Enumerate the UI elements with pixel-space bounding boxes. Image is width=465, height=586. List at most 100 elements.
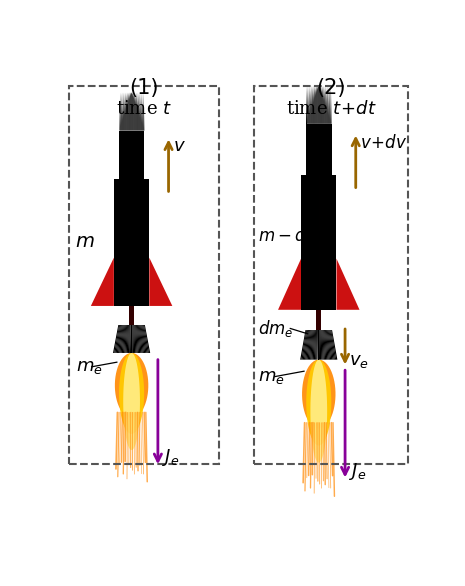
Polygon shape — [122, 93, 123, 131]
Polygon shape — [142, 179, 143, 306]
Polygon shape — [124, 131, 125, 179]
Polygon shape — [322, 124, 323, 175]
Polygon shape — [311, 124, 312, 175]
Polygon shape — [139, 325, 143, 353]
Polygon shape — [148, 179, 149, 306]
Polygon shape — [331, 175, 332, 310]
Polygon shape — [306, 360, 331, 445]
Text: $v_e$: $v_e$ — [349, 352, 369, 370]
Polygon shape — [126, 325, 128, 353]
Polygon shape — [306, 86, 307, 124]
Polygon shape — [315, 330, 317, 360]
Polygon shape — [129, 131, 130, 179]
Polygon shape — [325, 330, 329, 360]
Polygon shape — [307, 124, 308, 175]
Polygon shape — [142, 93, 143, 131]
Polygon shape — [328, 330, 332, 360]
Polygon shape — [132, 131, 133, 179]
Polygon shape — [312, 330, 315, 360]
Polygon shape — [330, 330, 336, 360]
Polygon shape — [307, 86, 308, 124]
Polygon shape — [132, 179, 133, 306]
Polygon shape — [309, 330, 312, 360]
Polygon shape — [333, 175, 334, 310]
Polygon shape — [316, 86, 317, 124]
Polygon shape — [143, 179, 144, 306]
Polygon shape — [140, 93, 141, 131]
Polygon shape — [132, 93, 133, 131]
Polygon shape — [135, 93, 136, 131]
Polygon shape — [319, 124, 320, 175]
Polygon shape — [138, 131, 139, 179]
Text: (1): (1) — [129, 78, 159, 98]
Polygon shape — [308, 124, 309, 175]
Polygon shape — [329, 124, 330, 175]
Polygon shape — [329, 86, 330, 124]
Text: $J_e$: $J_e$ — [349, 461, 366, 482]
Polygon shape — [128, 325, 130, 353]
Polygon shape — [143, 93, 144, 131]
Polygon shape — [324, 175, 325, 310]
Text: time $t$: time $t$ — [116, 100, 172, 118]
Polygon shape — [319, 330, 320, 360]
Polygon shape — [314, 330, 316, 360]
Polygon shape — [121, 93, 122, 131]
Polygon shape — [117, 325, 122, 353]
Polygon shape — [135, 179, 136, 306]
Polygon shape — [331, 86, 332, 124]
Polygon shape — [136, 131, 137, 179]
Polygon shape — [328, 124, 329, 175]
Polygon shape — [329, 330, 335, 360]
Polygon shape — [145, 179, 146, 306]
Polygon shape — [335, 175, 336, 310]
Polygon shape — [141, 179, 142, 306]
Polygon shape — [316, 175, 317, 310]
Polygon shape — [136, 325, 139, 353]
Polygon shape — [119, 131, 120, 179]
Polygon shape — [141, 93, 142, 131]
Polygon shape — [305, 175, 306, 310]
Polygon shape — [129, 325, 131, 353]
Bar — [254, 87, 408, 464]
Polygon shape — [318, 124, 319, 175]
Polygon shape — [133, 325, 134, 353]
Polygon shape — [149, 258, 173, 306]
Polygon shape — [138, 93, 139, 131]
Polygon shape — [323, 330, 326, 360]
Polygon shape — [138, 325, 141, 353]
Polygon shape — [330, 86, 331, 124]
Polygon shape — [122, 325, 126, 353]
Polygon shape — [321, 330, 324, 360]
Polygon shape — [309, 86, 310, 124]
Polygon shape — [311, 175, 312, 310]
Polygon shape — [118, 325, 123, 353]
Text: $m-dm_e$: $m-dm_e$ — [258, 225, 330, 246]
Polygon shape — [133, 179, 134, 306]
Text: time $t\!+\!dt$: time $t\!+\!dt$ — [286, 100, 377, 118]
Polygon shape — [328, 175, 329, 310]
Polygon shape — [126, 93, 127, 131]
Polygon shape — [313, 124, 314, 175]
Text: $v$: $v$ — [173, 137, 186, 155]
Polygon shape — [132, 325, 133, 353]
Polygon shape — [327, 175, 328, 310]
Text: $m_e$: $m_e$ — [76, 358, 103, 376]
Polygon shape — [142, 325, 148, 353]
Polygon shape — [127, 179, 128, 306]
Polygon shape — [147, 179, 148, 306]
Polygon shape — [304, 330, 309, 360]
Polygon shape — [128, 93, 129, 131]
Polygon shape — [141, 131, 142, 179]
Polygon shape — [312, 124, 313, 175]
Polygon shape — [332, 175, 333, 310]
Polygon shape — [313, 86, 314, 124]
Polygon shape — [123, 93, 124, 131]
Polygon shape — [325, 86, 326, 124]
Polygon shape — [123, 179, 124, 306]
Polygon shape — [134, 325, 137, 353]
Polygon shape — [134, 93, 135, 131]
Polygon shape — [323, 175, 324, 310]
Polygon shape — [131, 93, 132, 131]
Polygon shape — [120, 131, 121, 179]
Polygon shape — [119, 93, 120, 131]
